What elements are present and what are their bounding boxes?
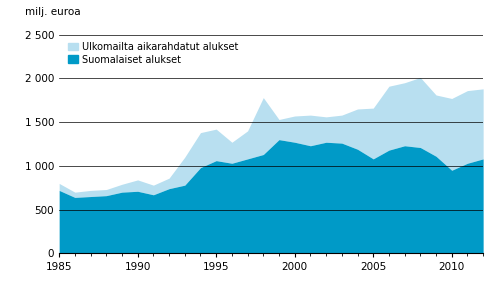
Text: milj. euroa: milj. euroa: [25, 7, 81, 17]
Legend: Ulkomailta aikarahdatut alukset, Suomalaiset alukset: Ulkomailta aikarahdatut alukset, Suomala…: [68, 41, 238, 65]
